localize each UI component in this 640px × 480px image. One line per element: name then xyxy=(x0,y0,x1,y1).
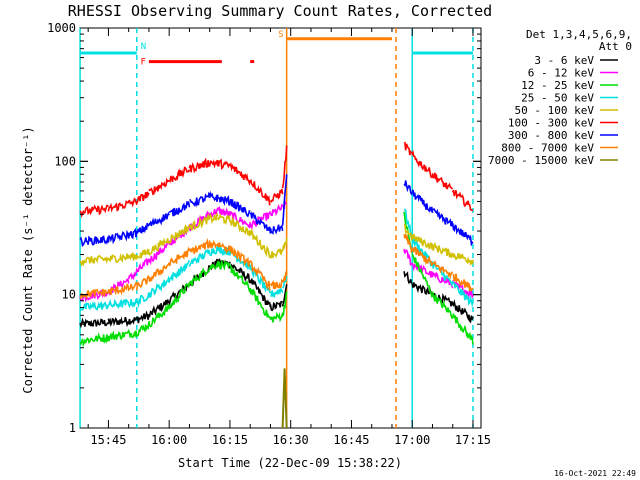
series-line xyxy=(79,213,474,268)
x-axis-ticks: 15:45 16:00 16:15 16:30 16:45 17:00 17:15 xyxy=(87,28,491,447)
legend-entry-label: 800 - 7000 keV xyxy=(501,142,594,155)
legend-entry-label: 7000 - 15000 keV xyxy=(488,154,594,167)
flag-label-f: F xyxy=(141,58,146,68)
series-line xyxy=(79,174,474,248)
legend-entry-label: 12 - 25 keV xyxy=(521,79,594,92)
flag-label-n: N xyxy=(141,42,146,52)
x-tick-label: 16:00 xyxy=(151,433,187,447)
legend-entry-label: 100 - 300 keV xyxy=(508,117,594,130)
y-tick-label: 100 xyxy=(54,154,76,168)
y-tick-label: 1000 xyxy=(47,21,76,35)
legend-entry-label: 3 - 6 keV xyxy=(534,54,594,67)
legend-entry-label: 6 - 12 keV xyxy=(528,67,595,80)
x-tick-label: 16:15 xyxy=(212,433,248,447)
series-line xyxy=(79,234,474,300)
x-tick-label: 15:45 xyxy=(90,433,126,447)
legend-header-line-2: Att 0 xyxy=(599,40,632,53)
x-tick-label: 17:00 xyxy=(394,433,430,447)
x-tick-label: 16:45 xyxy=(333,433,369,447)
y-axis-ticks: 1 10 100 1000 xyxy=(47,21,481,435)
flag-bars: NF S xyxy=(80,30,473,68)
series-line xyxy=(281,368,288,429)
series-line xyxy=(79,208,474,311)
legend-header-line-1: Det 1,3,4,5,6,9, xyxy=(526,28,632,41)
series-line xyxy=(79,141,474,219)
legend-entry-label: 25 - 50 keV xyxy=(521,92,594,105)
y-tick-label: 10 xyxy=(62,288,76,302)
y-tick-label: 1 xyxy=(69,421,76,435)
flag-label-s: S xyxy=(278,30,283,40)
legend-entry-label: 300 - 800 keV xyxy=(508,129,594,142)
x-axis-label: Start Time (22-Dec-09 15:38:22) xyxy=(178,456,402,470)
y-axis-label: Corrected Count Rate (s⁻¹ detector⁻¹) xyxy=(21,126,35,393)
chart-title: RHESSI Observing Summary Count Rates, Co… xyxy=(68,2,492,20)
x-tick-label: 16:30 xyxy=(273,433,309,447)
series-lines xyxy=(79,141,474,429)
vertical-markers xyxy=(79,28,474,428)
footer-timestamp: 16-Oct-2021 22:49 xyxy=(554,469,636,478)
x-tick-label: 17:15 xyxy=(455,433,491,447)
legend-entry-label: 50 - 100 keV xyxy=(515,104,595,117)
